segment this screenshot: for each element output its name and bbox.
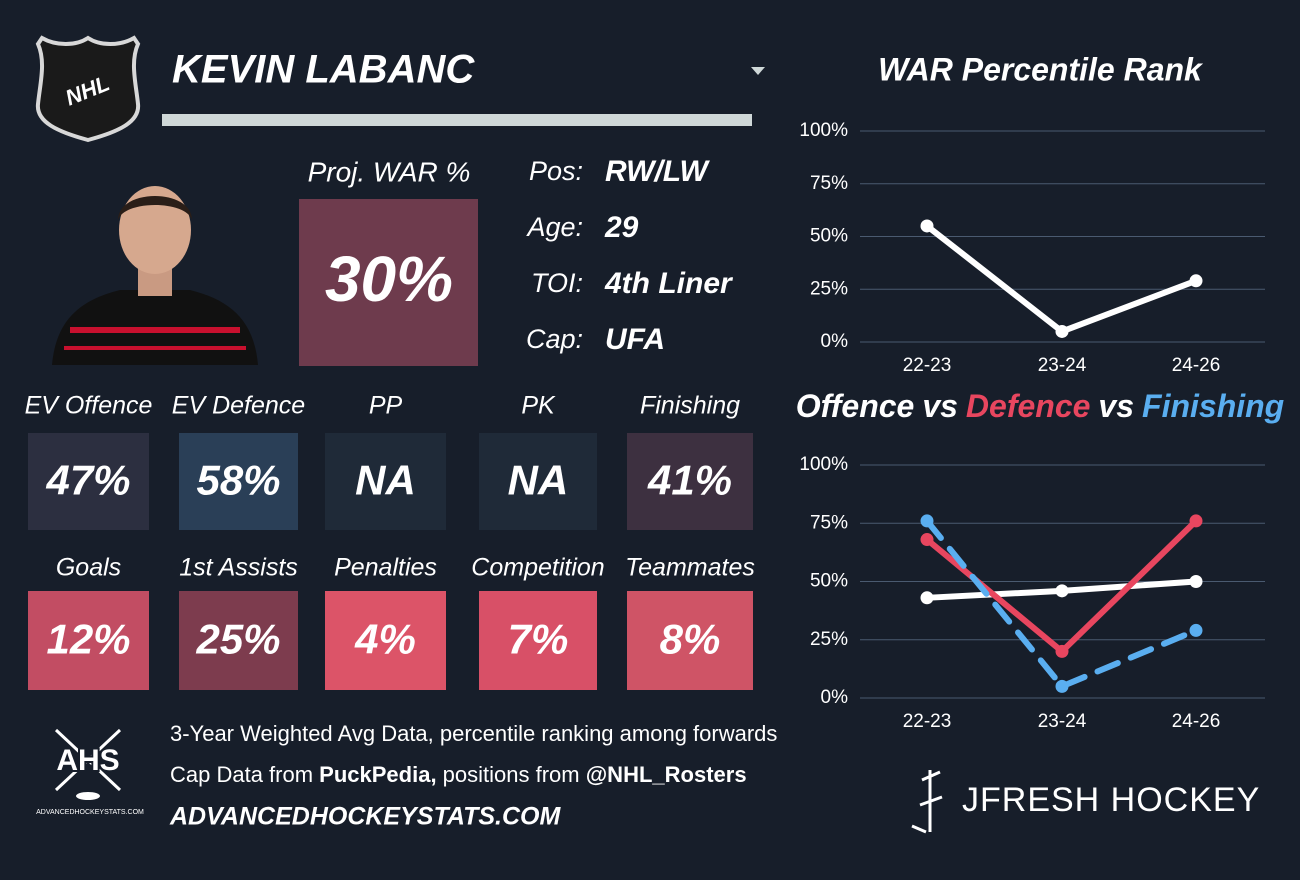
tile bbox=[179, 591, 298, 690]
info-list: Pos: RW/LW Age: 29 TOI: 4th Liner Cap: UFA bbox=[525, 155, 734, 356]
point bbox=[1189, 274, 1203, 288]
y-tick-label: 75% bbox=[810, 512, 848, 533]
tile bbox=[28, 591, 149, 690]
tile-label: Goals bbox=[56, 554, 121, 582]
info-label: TOI: bbox=[531, 268, 583, 298]
tiles: EV Offence 47% EV Defence 58% PP NA PK NA Finish… bbox=[25, 392, 755, 690]
tile-label: Penalties bbox=[334, 554, 437, 582]
info-value: 29 bbox=[604, 211, 639, 244]
x-tick-label: 24-26 bbox=[1172, 711, 1221, 732]
info-value: RW/LW bbox=[605, 155, 710, 188]
chart-title: WAR Percentile Rank bbox=[878, 51, 1204, 87]
point bbox=[1189, 623, 1203, 637]
footer-segment: positions from bbox=[437, 762, 586, 787]
footer-line-3: ADVANCEDHOCKEYSTATS.COM bbox=[169, 803, 561, 831]
tile-value: NA bbox=[355, 457, 416, 504]
x-tick-label: 22-23 bbox=[903, 711, 952, 732]
tile-label: PP bbox=[369, 392, 403, 420]
y-tick-label: 100% bbox=[799, 120, 848, 141]
tile-label: EV Offence bbox=[25, 392, 153, 420]
dropdown-arrow[interactable] bbox=[751, 67, 765, 75]
y-tick-label: 75% bbox=[810, 173, 848, 194]
footer-segment: @NHL_Rosters bbox=[586, 762, 747, 787]
info-value: UFA bbox=[605, 323, 665, 356]
tile bbox=[179, 433, 298, 530]
tile-label: PK bbox=[521, 392, 556, 420]
tile-label: 1st Assists bbox=[179, 554, 298, 582]
nhl-logo: NHL bbox=[35, 35, 141, 143]
name-underline bbox=[162, 114, 752, 126]
tile bbox=[479, 591, 597, 690]
point bbox=[920, 591, 934, 605]
tile-value: 41% bbox=[647, 457, 732, 504]
tile-value: NA bbox=[508, 457, 569, 504]
y-tick-label: 25% bbox=[810, 278, 848, 299]
point bbox=[1189, 514, 1203, 528]
info-label: Pos: bbox=[529, 156, 583, 186]
point bbox=[920, 533, 934, 547]
point bbox=[1189, 575, 1203, 588]
legend-entry: Defence bbox=[966, 388, 1091, 424]
proj-war-label: Proj. WAR % bbox=[308, 156, 471, 187]
proj-war-value: 30% bbox=[325, 243, 453, 315]
x-tick-label: 24-26 bbox=[1172, 355, 1221, 376]
point bbox=[1055, 324, 1069, 338]
point bbox=[1055, 644, 1069, 658]
player-photo bbox=[52, 186, 258, 365]
tile bbox=[627, 433, 753, 530]
y-tick-label: 50% bbox=[810, 571, 848, 592]
legend-entry: Finishing bbox=[1142, 388, 1284, 424]
ahs-logo: AHS ADVANCEDHOCKEYSTATS.COM bbox=[36, 728, 144, 816]
tile-value: 58% bbox=[196, 457, 280, 504]
info-label: Age: bbox=[525, 212, 583, 242]
footer-line-2: Cap Data from PuckPedia, positions from … bbox=[170, 762, 747, 787]
tile-value: 47% bbox=[45, 457, 130, 504]
ahs-logo-text: AHS bbox=[56, 744, 119, 777]
ahs-site-small: ADVANCEDHOCKEYSTATS.COM bbox=[36, 809, 144, 816]
x-tick-label: 23-24 bbox=[1038, 355, 1087, 376]
point bbox=[1055, 584, 1069, 598]
footer-segment: Cap Data from bbox=[170, 762, 319, 787]
point bbox=[1055, 679, 1069, 693]
tile bbox=[479, 433, 597, 530]
tile-label: EV Defence bbox=[172, 392, 305, 420]
y-tick-label: 100% bbox=[799, 454, 848, 475]
legend-entry: Offence bbox=[796, 388, 915, 424]
x-tick-label: 22-23 bbox=[903, 355, 952, 376]
title-joiner: vs bbox=[922, 388, 958, 424]
footer-line-1: 3-Year Weighted Avg Data, percentile ran… bbox=[170, 721, 777, 746]
info-value: 4th Liner bbox=[604, 267, 734, 300]
tile-value: 12% bbox=[46, 616, 130, 663]
brand: JFRESH HOCKEY bbox=[962, 781, 1260, 819]
tile bbox=[627, 591, 753, 690]
tile-value: 8% bbox=[660, 616, 721, 663]
proj-war-box bbox=[299, 199, 478, 366]
tile-value: 7% bbox=[508, 616, 569, 663]
tile-value: 4% bbox=[354, 616, 416, 663]
tile-value: 25% bbox=[195, 616, 280, 663]
y-tick-label: 0% bbox=[821, 331, 849, 352]
tile-label: Competition bbox=[471, 554, 604, 582]
tile-label: Finishing bbox=[640, 392, 740, 420]
point bbox=[920, 514, 934, 528]
chart-title: Offence vs Defence vs Finishing bbox=[796, 388, 1284, 424]
tile bbox=[325, 433, 446, 530]
tile-label: Teammates bbox=[625, 554, 755, 582]
info-label: Cap: bbox=[526, 324, 583, 354]
tile bbox=[325, 591, 446, 690]
title-joiner: vs bbox=[1098, 388, 1134, 424]
x-tick-label: 23-24 bbox=[1038, 711, 1087, 732]
point bbox=[920, 219, 934, 233]
jfresh-logo bbox=[911, 770, 943, 834]
y-tick-label: 25% bbox=[810, 629, 848, 650]
footer-segment: PuckPedia, bbox=[319, 762, 436, 787]
y-tick-label: 50% bbox=[810, 226, 848, 247]
y-tick-label: 0% bbox=[821, 687, 849, 708]
player-name: KEVIN LABANC bbox=[172, 48, 475, 92]
tile bbox=[28, 433, 149, 530]
